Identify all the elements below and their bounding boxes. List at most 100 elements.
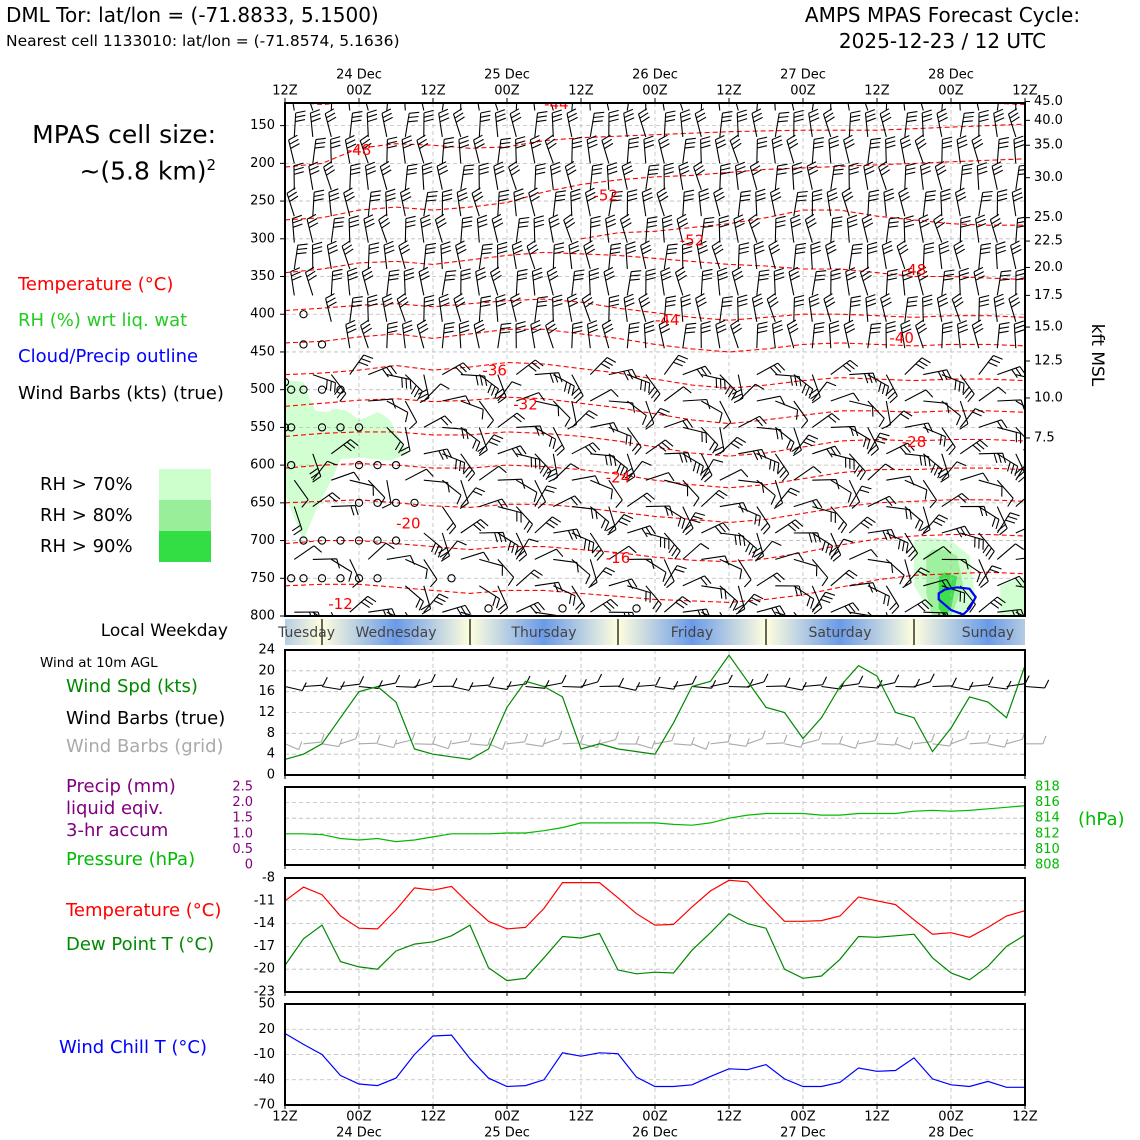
wind-barb <box>864 109 876 137</box>
wind-barb <box>404 111 420 137</box>
wind-barb-grid <box>821 735 844 745</box>
wind-barb <box>941 525 971 538</box>
wind-barb <box>526 240 539 270</box>
temperature-contour-label: -40 <box>889 329 914 347</box>
temperature-contour-label: -48 <box>347 141 372 159</box>
calm-wind-marker <box>299 385 308 394</box>
height-tick-label: 15.0 <box>1034 320 1063 335</box>
wind-barb-true <box>321 681 345 691</box>
wind-barb <box>774 111 790 137</box>
time-tick-label-top: 12Z <box>864 84 890 99</box>
wind-barb <box>959 163 973 190</box>
wind-barb <box>566 293 579 322</box>
wind-barb <box>756 362 786 376</box>
weekday-band <box>914 619 1025 645</box>
wind-barb <box>605 214 617 243</box>
wind-barb <box>473 134 485 164</box>
temperature-tick-label: -23 <box>254 985 275 1000</box>
wind-barb <box>436 161 449 190</box>
wind-barb <box>811 322 825 349</box>
time-tick-label-top: 00Z <box>790 84 816 99</box>
pressure-tick-label: 500 <box>250 382 275 397</box>
wind-barb <box>996 137 1009 164</box>
wind-barb <box>386 427 405 454</box>
wind-barb <box>812 506 836 524</box>
wind-chill-tick-label: 20 <box>258 1022 275 1037</box>
wind-barb <box>775 585 803 596</box>
wind-barb <box>751 108 763 138</box>
wind-barb <box>312 137 326 164</box>
wind-barb-grid <box>969 734 991 745</box>
wind-barb <box>903 103 906 111</box>
wind-barb <box>898 187 910 217</box>
wind-barb <box>590 479 613 500</box>
wind-barb <box>626 492 655 508</box>
wind-barb <box>515 569 543 587</box>
wind-barb <box>645 374 661 403</box>
wind-barb <box>881 240 894 270</box>
wind-barb <box>696 240 709 270</box>
wind-barb <box>812 479 840 490</box>
pressure-line <box>285 805 1026 843</box>
wind-barb <box>867 322 882 349</box>
wind-barb <box>534 453 552 480</box>
calm-wind-marker <box>558 604 567 613</box>
precip-label-1: Precip (mm) <box>66 776 176 797</box>
wind-barb-grid <box>932 737 954 747</box>
wind-barb <box>700 136 711 164</box>
weekday-strip <box>285 619 1025 645</box>
wind-barb <box>438 293 450 322</box>
wind-barb <box>645 439 674 455</box>
wind-barb <box>731 266 744 296</box>
wind-barb <box>396 293 409 322</box>
wind-barb <box>643 135 655 164</box>
wind-barb <box>623 293 635 322</box>
wind-barb <box>719 502 749 513</box>
wind-barb <box>589 215 601 243</box>
wind-barb <box>312 189 325 217</box>
wind-barb <box>323 161 336 190</box>
wind-barb <box>324 108 337 138</box>
wind-barb <box>793 434 819 455</box>
wind-barb <box>676 213 689 243</box>
wind-barb <box>309 103 314 111</box>
pressure-tick-label: 300 <box>250 231 275 246</box>
wind-barb <box>509 108 522 138</box>
wind-barb <box>1007 108 1020 138</box>
wind-barb <box>771 135 783 164</box>
wind-barb <box>403 267 415 296</box>
wind-barb <box>661 214 673 243</box>
wind-barb <box>830 425 859 437</box>
wind-barb <box>344 135 357 164</box>
wind-barb <box>386 554 416 565</box>
wind-barb <box>288 134 300 164</box>
wind-barb <box>478 434 504 455</box>
wind-barb <box>901 267 913 296</box>
wind-barb <box>515 136 526 164</box>
wind-barb <box>544 134 557 164</box>
wind-barb <box>663 295 676 322</box>
wind-barb <box>533 103 536 111</box>
wind-barb <box>479 558 503 576</box>
wind-barb <box>1015 374 1025 378</box>
forecast-cycle-value: 2025-12-23 / 12 UTC <box>838 29 1047 53</box>
wind-barb <box>663 532 681 560</box>
wind-barb <box>701 374 726 390</box>
wind-barb <box>497 137 511 164</box>
wind-barb <box>679 103 684 111</box>
wind-barb <box>808 108 820 137</box>
wind-speed-tick-label: 0 <box>267 768 275 783</box>
wind-barb <box>756 321 768 349</box>
wind-barb <box>774 215 786 243</box>
wind-barb <box>530 319 542 349</box>
wind-barb <box>879 108 892 138</box>
wind-barb <box>664 479 689 497</box>
wind-barb <box>865 294 877 322</box>
wind-barb <box>601 134 614 164</box>
wind-barb <box>405 558 428 579</box>
wind-barb <box>626 189 638 217</box>
wind-barb-grid <box>395 731 416 745</box>
wind-barb <box>904 296 918 322</box>
wind-barb <box>330 136 341 164</box>
wind-barb <box>830 216 843 243</box>
